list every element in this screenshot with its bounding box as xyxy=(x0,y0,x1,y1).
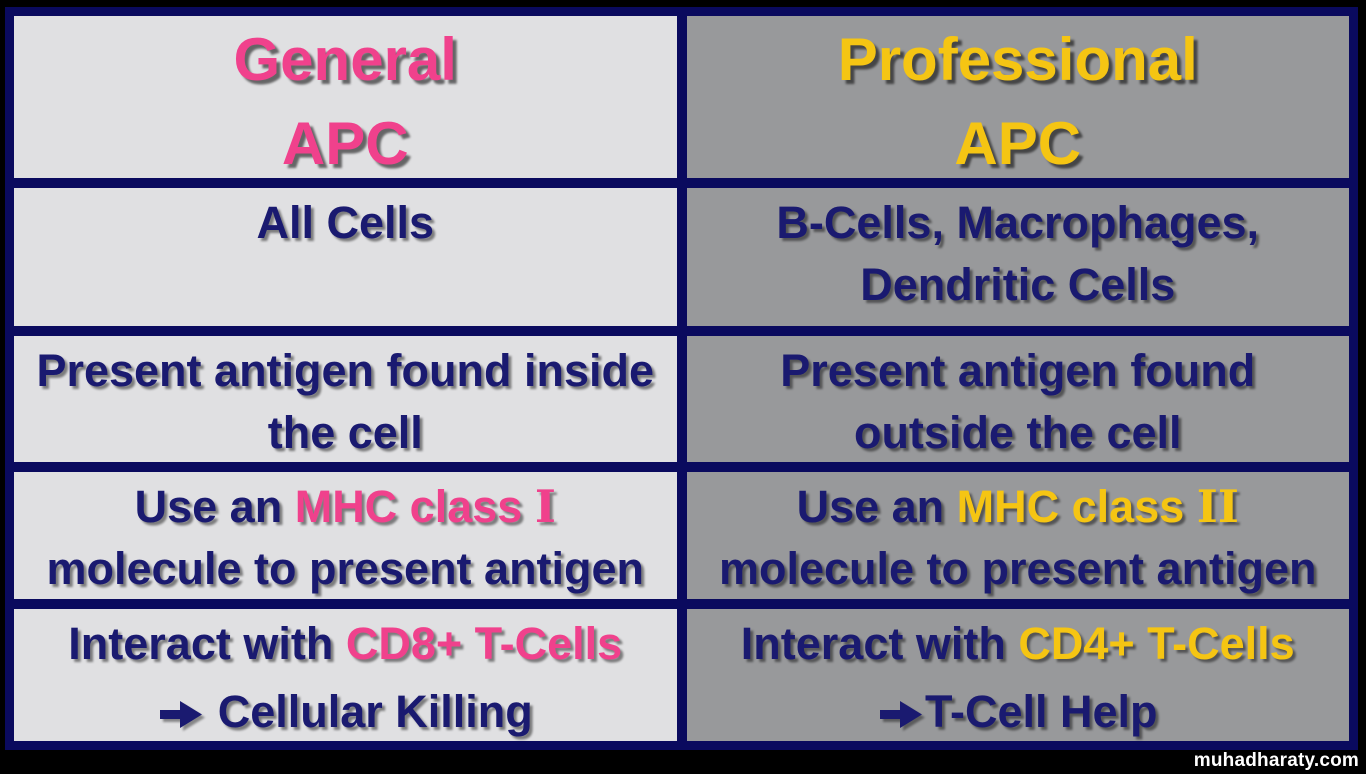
header-cell-general-apc: General APC xyxy=(14,16,677,178)
header-general-line2: APC xyxy=(281,110,409,177)
cell-professional-cell-types: B-Cells, Macrophages, Dendritic Cells xyxy=(686,188,1349,326)
mhc-professional-numeral: II xyxy=(1196,480,1239,533)
cell-general-cell-types: All Cells xyxy=(14,188,677,326)
mhc-professional-line1: Use an MHC class II xyxy=(797,476,1239,538)
mhc-general-line2: molecule to present antigen xyxy=(46,543,645,594)
antigen-professional-line2: outside the cell xyxy=(853,407,1182,458)
interaction-professional-lead: Interact with xyxy=(740,618,1019,669)
header-professional-line2: APC xyxy=(954,110,1082,177)
right-arrow-icon xyxy=(879,701,922,728)
cell-general-mhc: Use an MHC class I molecule to present a… xyxy=(14,472,677,599)
cell-types-professional-line2: Dendritic Cells xyxy=(860,259,1176,310)
cell-professional-interaction: Interact with CD4+ T-Cells T-Cell Help xyxy=(686,609,1349,741)
antigen-general-line1: Present antigen found inside xyxy=(36,345,655,396)
right-arrow-icon xyxy=(159,701,202,728)
cell-types-general-text: All Cells xyxy=(256,197,435,248)
interaction-general-line1: Interact with CD8+ T-Cells xyxy=(68,613,622,675)
interaction-general-lead: Interact with xyxy=(68,618,346,669)
interaction-professional-result: T-Cell Help xyxy=(924,686,1158,737)
mhc-general-highlight: MHC class xyxy=(294,481,535,532)
header-general-line1: General xyxy=(233,26,457,93)
mhc-general-line1: Use an MHC class I xyxy=(135,476,556,538)
header-professional-line1: Professional xyxy=(837,26,1198,93)
mhc-general-numeral: I xyxy=(534,480,556,533)
header-cell-professional-apc: Professional APC xyxy=(686,16,1349,178)
watermark: muhadharaty.com xyxy=(1193,750,1359,771)
cell-professional-mhc: Use an MHC class II molecule to present … xyxy=(686,472,1349,599)
cell-general-antigen-location: Present antigen found inside the cell xyxy=(14,336,677,462)
interaction-professional-highlight: CD4+ T-Cells xyxy=(1018,618,1295,669)
cell-professional-antigen-location: Present antigen found outside the cell xyxy=(686,336,1349,462)
mhc-professional-lead: Use an xyxy=(796,481,957,532)
interaction-professional-line1: Interact with CD4+ T-Cells xyxy=(741,613,1295,675)
interaction-general-highlight: CD8+ T-Cells xyxy=(345,618,623,669)
interaction-general-result-line: Cellular Killing xyxy=(158,681,533,741)
cell-general-interaction: Interact with CD8+ T-Cells Cellular Kill… xyxy=(14,609,677,741)
apc-comparison-table: General APC Professional APC All Cells B… xyxy=(5,7,1358,750)
antigen-professional-line1: Present antigen found xyxy=(780,345,1256,396)
interaction-professional-result-line: T-Cell Help xyxy=(878,681,1158,741)
cell-types-professional-line1: B-Cells, Macrophages, xyxy=(776,197,1260,248)
mhc-general-lead: Use an xyxy=(134,481,295,532)
mhc-professional-line2: molecule to present antigen xyxy=(718,543,1317,594)
interaction-general-result: Cellular Killing xyxy=(217,686,533,737)
antigen-general-line2: the cell xyxy=(267,407,423,458)
mhc-professional-highlight: MHC class xyxy=(956,481,1197,532)
